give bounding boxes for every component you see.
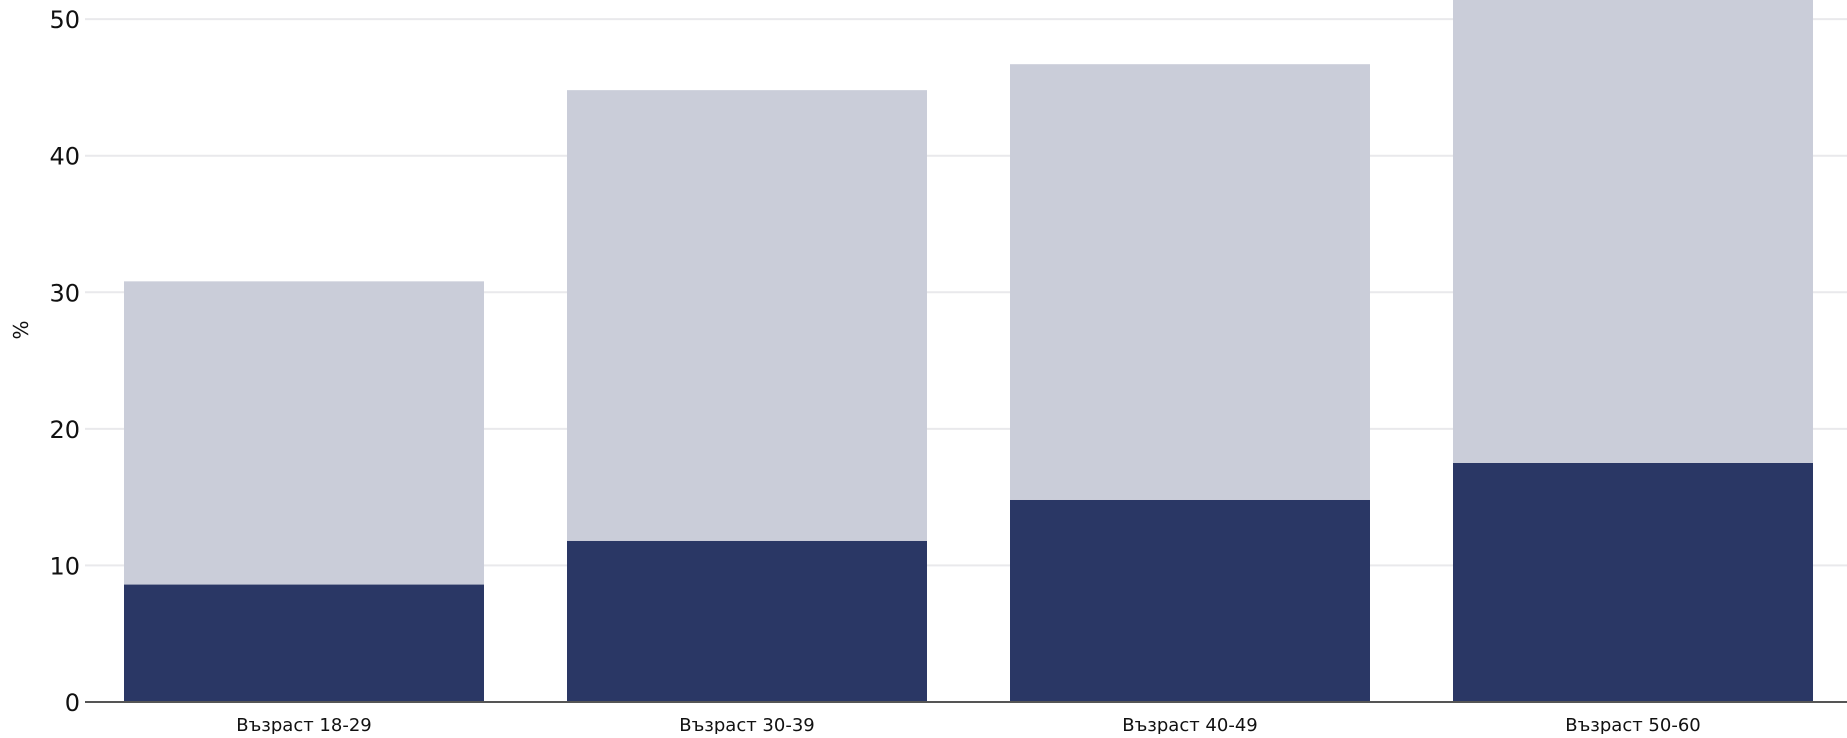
y-tick-label: 0 — [65, 689, 80, 717]
y-tick-label: 40 — [49, 143, 80, 171]
y-tick-label: 20 — [49, 416, 80, 444]
y-tick-label: 50 — [49, 6, 80, 34]
x-category-label: Възраст 18-29 — [236, 715, 372, 734]
bars — [124, 0, 1813, 702]
bar-segment — [567, 540, 927, 702]
x-axis-categories: Възраст 18-29 Възраст 30-39 Възраст 40-49 В… — [236, 715, 1701, 736]
x-category-label: Възраст 30-39 — [679, 715, 815, 734]
bar-segment — [567, 90, 927, 541]
x-category-label: Възраст 50-60 — [1565, 715, 1701, 734]
y-axis-ticks: 0 10 20 30 40 50 — [49, 6, 80, 717]
bar-segment — [1453, 0, 1813, 463]
bar-segment — [1010, 499, 1370, 702]
y-tick-label: 10 — [49, 552, 80, 580]
bar-segment — [124, 281, 484, 585]
y-tick-label: 30 — [49, 279, 80, 307]
y-axis-title: % — [9, 320, 33, 339]
bar-segment — [1010, 64, 1370, 500]
x-category-label: Възраст 40-49 — [1122, 715, 1258, 734]
bar-segment — [1453, 462, 1813, 702]
bar-segment — [124, 584, 484, 702]
